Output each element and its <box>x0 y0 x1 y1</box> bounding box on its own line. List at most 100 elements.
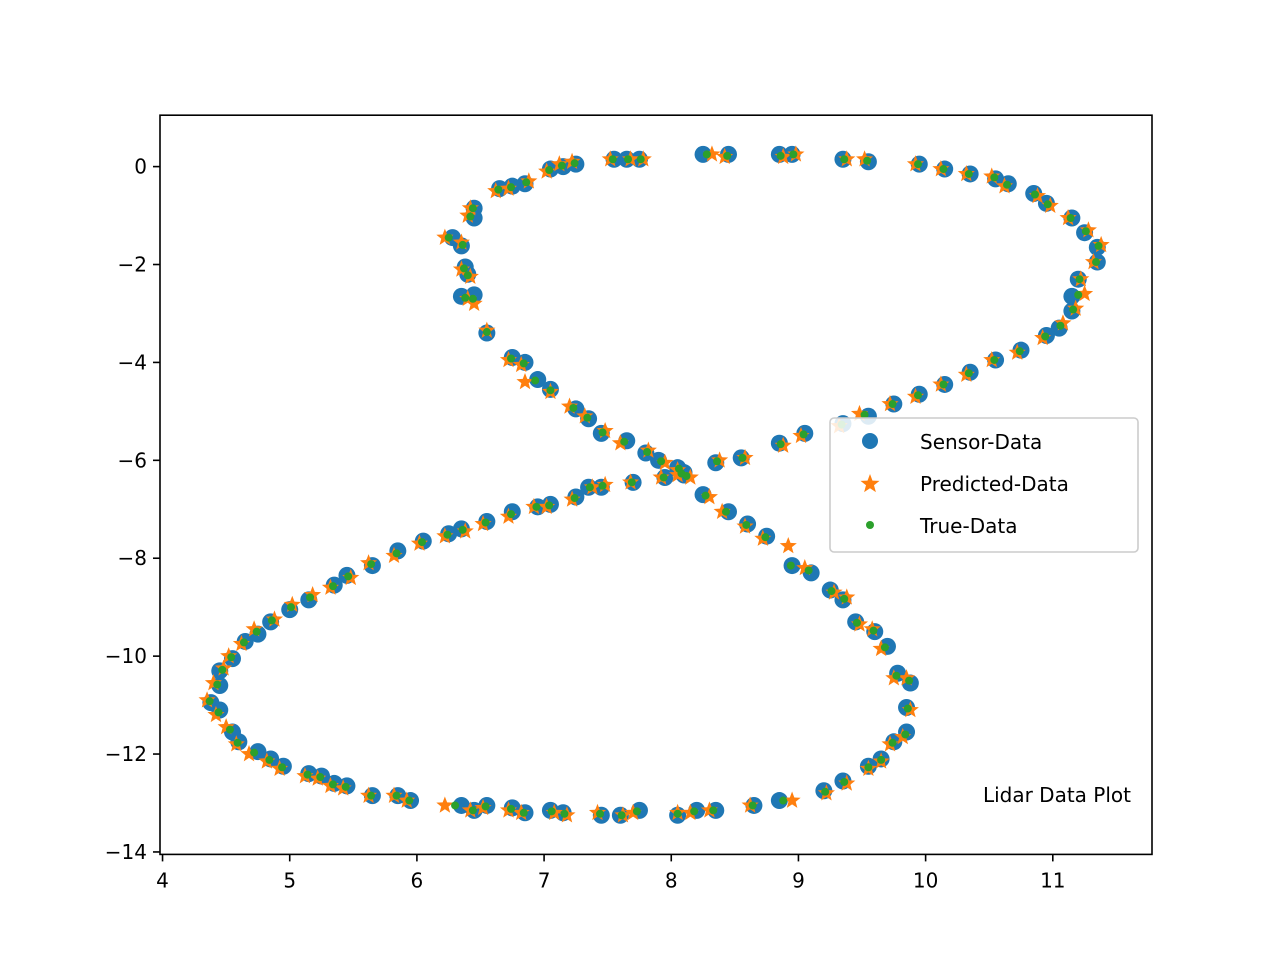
point-predicted-data-53 <box>436 796 454 813</box>
point-true-data-9 <box>531 376 540 385</box>
point-true-data-56 <box>367 791 376 800</box>
point-predicted-data-31 <box>897 669 916 686</box>
point-true-data-62 <box>265 755 274 764</box>
point-true-data-118 <box>964 169 973 178</box>
point-true-data-36 <box>864 763 873 772</box>
y-tick-label: 0 <box>134 155 147 179</box>
point-true-data-21 <box>742 520 751 529</box>
point-predicted-data-108 <box>1076 284 1094 302</box>
point-true-data-46 <box>596 809 605 818</box>
point-true-data-75 <box>306 593 315 602</box>
point-true-data-3 <box>463 271 472 280</box>
point-true-data-42 <box>690 807 699 816</box>
point-predicted-data-63 <box>240 745 258 762</box>
point-true-data-124 <box>776 151 785 160</box>
point-true-data-121 <box>863 156 872 165</box>
y-tick-label: −10 <box>105 644 147 668</box>
point-true-data-35 <box>877 755 886 764</box>
point-true-data-20 <box>721 507 730 516</box>
point-true-data-60 <box>303 770 312 779</box>
y-tick-label: −2 <box>118 253 147 277</box>
x-tick-label: 7 <box>538 868 551 892</box>
point-true-data-127 <box>636 155 645 164</box>
point-true-data-85 <box>532 502 541 511</box>
point-predicted-data-72 <box>245 620 263 637</box>
point-true-data-15 <box>643 448 652 456</box>
point-true-data-87 <box>570 494 579 503</box>
point-true-data-39 <box>779 796 788 805</box>
point-true-data-89 <box>598 481 607 490</box>
point-true-data-137 <box>466 212 475 221</box>
point-true-data-8 <box>519 359 528 368</box>
point-true-data-106 <box>1056 321 1065 330</box>
x-tick-label: 6 <box>411 868 424 892</box>
point-true-data-112 <box>1081 227 1090 236</box>
point-true-data-57 <box>341 782 350 791</box>
point-true-data-79 <box>392 549 401 558</box>
point-predicted-data-24 <box>796 559 814 576</box>
point-true-data-93 <box>713 457 722 466</box>
point-true-data-45 <box>617 811 626 820</box>
point-true-data-95 <box>776 440 785 449</box>
point-true-data-82 <box>458 525 467 534</box>
y-tick-label: −6 <box>118 448 147 472</box>
point-true-data-26 <box>840 594 849 603</box>
point-true-data-6 <box>482 328 491 337</box>
point-true-data-84 <box>507 510 516 519</box>
point-true-data-81 <box>443 530 452 539</box>
point-true-data-122 <box>840 155 849 164</box>
point-true-data-34 <box>888 738 897 747</box>
point-predicted-data-23 <box>779 536 797 554</box>
point-true-data-99 <box>888 400 897 409</box>
legend-marker-predicted <box>860 474 880 493</box>
point-true-data-12 <box>583 413 592 422</box>
point-true-data-19 <box>701 491 710 500</box>
point-true-data-41 <box>709 806 718 815</box>
point-true-data-98 <box>860 410 869 419</box>
point-true-data-103 <box>990 355 999 364</box>
point-predicted-data-65 <box>217 718 235 735</box>
point-predicted-data-75 <box>304 585 322 603</box>
point-true-data-74 <box>286 603 295 612</box>
point-true-data-52 <box>468 806 477 815</box>
point-true-data-94 <box>738 453 747 462</box>
point-true-data-128 <box>624 155 633 164</box>
point-true-data-104 <box>1015 347 1024 356</box>
point-true-data-33 <box>901 730 910 739</box>
point-true-data-116 <box>1003 180 1012 189</box>
point-true-data-136 <box>468 204 477 213</box>
point-true-data-110 <box>1092 258 1101 267</box>
point-true-data-58 <box>328 780 337 789</box>
x-tick-label: 5 <box>283 868 296 892</box>
point-predicted-data-106 <box>1054 314 1072 331</box>
point-true-data-22 <box>761 533 770 542</box>
point-predicted-data-9 <box>516 373 534 390</box>
point-true-data-28 <box>869 626 878 635</box>
point-true-data-66 <box>214 708 223 717</box>
point-true-data-65 <box>225 725 234 734</box>
point-true-data-109 <box>1075 275 1084 284</box>
point-true-data-134 <box>507 183 516 192</box>
point-true-data-54 <box>405 796 414 805</box>
point-true-data-27 <box>852 618 861 627</box>
point-true-data-83 <box>481 518 490 527</box>
point-true-data-7 <box>507 354 516 363</box>
point-true-data-23 <box>786 561 795 570</box>
x-tick-label: 10 <box>913 868 938 892</box>
point-true-data-96 <box>799 430 808 439</box>
point-predicted-data-126 <box>703 145 721 162</box>
point-true-data-132 <box>545 166 554 175</box>
point-true-data-4 <box>461 293 470 302</box>
point-true-data-90 <box>627 478 636 487</box>
legend: Sensor-Data Predicted-Data True-Data <box>829 417 1139 553</box>
point-predicted-data-5 <box>465 294 483 311</box>
point-true-data-76 <box>328 582 337 591</box>
point-true-data-117 <box>990 173 999 182</box>
point-true-data-14 <box>620 437 629 446</box>
plot-annotation: Lidar Data Plot <box>983 783 1131 807</box>
point-true-data-31 <box>905 676 914 685</box>
x-tick-label: 9 <box>792 868 805 892</box>
point-true-data-78 <box>367 560 376 569</box>
point-true-data-77 <box>344 572 353 581</box>
point-true-data-73 <box>267 616 276 625</box>
